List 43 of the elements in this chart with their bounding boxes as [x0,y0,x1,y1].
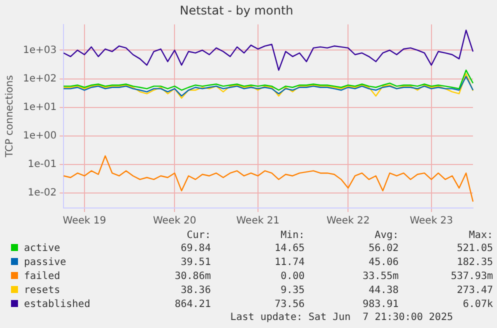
chart-title: Netstat - by month [180,3,294,18]
text: 537.93m [450,270,494,284]
text: 273.47 [456,284,494,298]
y-tick-label: 1e+00 [22,130,57,142]
y-tick-label: 1e-01 [28,159,57,170]
text: 0.00 [280,270,306,284]
text: 39.51 [180,256,212,270]
text: Last update: Sat Jun 7 21:30:00 2025 [229,312,454,323]
y-tick-label: 1e+02 [22,73,57,84]
text: 56.02 [368,242,400,256]
x-tick-label: Week 20 [152,216,196,227]
text: 864.21 [174,298,212,312]
text: 30.86m [174,270,212,284]
x-tick-label: Week 23 [410,216,454,227]
legend-label: established [24,299,90,310]
text: 11.74 [274,256,306,270]
text: 73.56 [274,298,306,312]
text: 6.07k [462,298,494,312]
text: 983.91 [362,298,400,312]
text: 45.06 [368,256,400,270]
text: Cur: [186,230,212,242]
y-tick-label: 1e+03 [22,44,57,56]
x-tick-label: Week 21 [236,216,280,227]
legend-label: failed [24,271,60,282]
y-tick-label: 1e+01 [22,102,57,113]
text: 69.84 [180,242,212,256]
legend-label: resets [24,285,60,296]
text: 14.65 [274,242,306,256]
text: 38.36 [180,284,212,298]
y-axis-title: TCP connections [4,75,16,158]
legend-label: active [24,243,60,254]
text: 521.05 [456,242,494,256]
text: 44.38 [368,284,400,298]
text: Min: [280,230,306,242]
text: 9.35 [280,284,306,298]
text: Avg: [374,230,400,242]
text: 33.55m [362,270,400,284]
x-tick-label: Week 19 [62,216,106,227]
text: Max: [468,230,494,242]
y-tick-label: 1e-02 [28,188,57,199]
text: 182.35 [456,256,494,270]
legend-label: passive [24,257,66,268]
x-tick-label: Week 22 [326,216,370,227]
